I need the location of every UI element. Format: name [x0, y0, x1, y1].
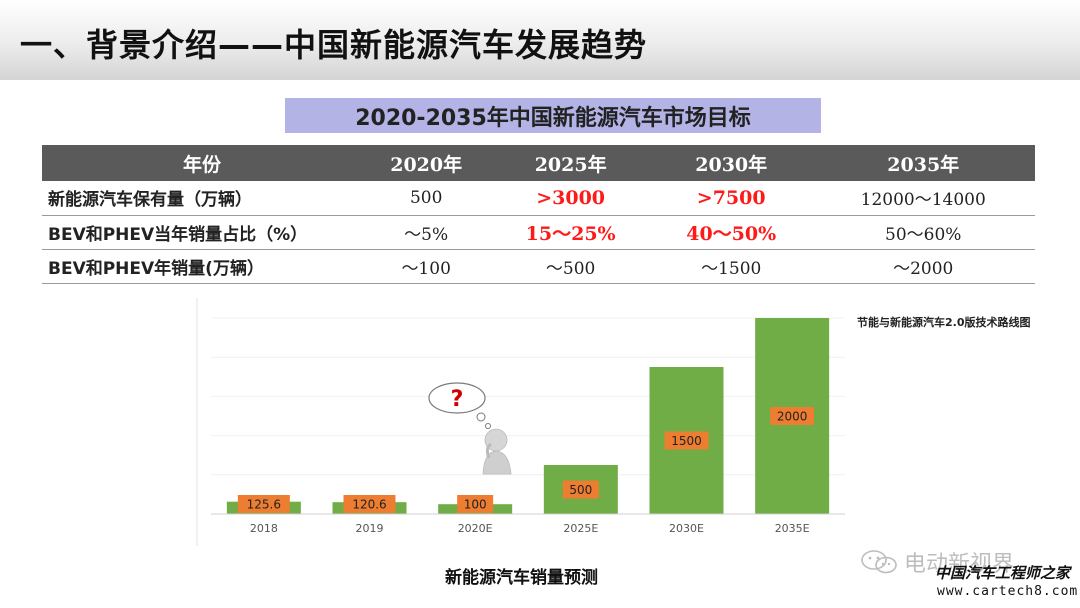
data-label: 125.6: [247, 498, 281, 512]
wechat-icon: [861, 550, 897, 574]
table-cell-highlight: >3000: [490, 181, 651, 216]
data-label-box: [237, 495, 290, 513]
x-tick-label: 2018: [250, 522, 278, 535]
table-header-row: 年份 2020年 2025年 2030年 2035年: [42, 145, 1035, 181]
data-label: 2000: [777, 410, 808, 424]
table-row: BEV和PHEV年销量(万辆） ～100 ～500 ～1500 ～2000: [42, 249, 1035, 284]
header-cell-2030: 2030年: [650, 145, 812, 181]
question-mark-text: ?: [451, 387, 464, 412]
watermark-channel: 电动新视界: [860, 546, 1014, 578]
chart-caption: 新能源汽车销量预测: [445, 568, 598, 588]
table-cell: ～2000: [811, 249, 1035, 284]
header-cell-2035: 2035年: [811, 145, 1035, 181]
data-label: 120.6: [352, 498, 386, 512]
table-cell: ～100: [362, 249, 491, 284]
row-label: 新能源汽车保有量（万辆）: [42, 181, 362, 216]
header-cell-2020: 2020年: [362, 145, 491, 181]
table-cell-highlight: 40～50%: [650, 215, 812, 250]
header-cell-year: 年份: [42, 145, 362, 181]
table-cell: ～5%: [362, 215, 491, 250]
table-cell-highlight: 15～25%: [490, 215, 651, 250]
table-cell: ～500: [490, 249, 651, 284]
x-tick-label: 2025E: [563, 522, 598, 535]
watermark-site-name: 中国汽车工程师之家: [935, 564, 1071, 582]
chart-x-ticks: 2018 2019 2020E 2025E 2030E 2035E: [250, 522, 810, 535]
data-label-box: [562, 480, 599, 499]
data-label-box: [664, 431, 709, 450]
data-label: 1500: [671, 434, 702, 448]
chart-gridlines: [211, 317, 845, 476]
table-cell: 500: [362, 181, 491, 216]
data-label-box: [770, 407, 815, 425]
row-label: BEV和PHEV年销量(万辆）: [42, 249, 362, 284]
slide-title: 一、背景介绍——中国新能源汽车发展趋势: [20, 26, 648, 64]
header-cell-2025: 2025年: [490, 145, 651, 181]
row-label: BEV和PHEV当年销量占比（%）: [42, 215, 362, 250]
table-subtitle: 2020-2035年中国新能源汽车市场目标: [285, 98, 821, 133]
table-row: BEV和PHEV当年销量占比（%） ～5% 15～25% 40～50% 50～6…: [42, 215, 1035, 250]
data-label-box: [457, 495, 494, 513]
table-row: 新能源汽车保有量（万辆） 500 >3000 >7500 12000～14000: [42, 181, 1035, 216]
data-label: 100: [464, 498, 487, 512]
header-band: [0, 0, 1080, 80]
data-label: 500: [569, 483, 592, 497]
table-cell: 50～60%: [811, 215, 1035, 250]
x-tick-label: 2020E: [458, 522, 493, 535]
table-cell: 12000～14000: [811, 181, 1035, 216]
watermark-channel-text: 电动新视界: [904, 552, 1015, 577]
chart-source-note: 节能与新能源汽车2.0版技术路线图: [857, 316, 1031, 329]
data-label-box: [343, 495, 396, 513]
market-target-table: 年份 2020年 2025年 2030年 2035年 新能源汽车保有量（万辆） …: [42, 145, 1035, 284]
table-cell-highlight: >7500: [650, 181, 812, 216]
x-tick-label: 2019: [356, 522, 384, 535]
x-tick-label: 2030E: [669, 522, 704, 535]
x-tick-label: 2035E: [775, 522, 810, 535]
table-cell: ～1500: [650, 249, 812, 284]
thinking-person-icon: ?: [428, 382, 512, 475]
watermark-url: www.cartech8.com: [937, 584, 1079, 599]
chart-bars: 125.6 120.6 100 500 1500 2000: [226, 318, 830, 514]
